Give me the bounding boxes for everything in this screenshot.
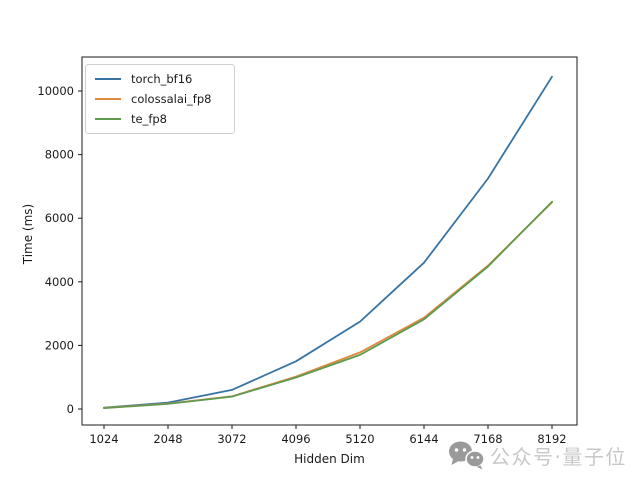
legend-swatch-colossalai-fp8 [95, 98, 121, 100]
series-line-te_fp8 [103, 200, 553, 410]
series-line-colossalai_fp8 [103, 201, 553, 409]
y-axis-title: Time (ms) [21, 203, 35, 265]
legend-item-torch-bf16: torch_bf16 [95, 69, 225, 89]
wechat-chat-bubbles-icon [449, 441, 485, 470]
y-tick-label: 0 [67, 402, 74, 416]
legend-label: colossalai_fp8 [131, 92, 212, 106]
legend-label: te_fp8 [131, 112, 167, 126]
x-tick-label: 5120 [345, 432, 374, 446]
x-tick-label: 1024 [89, 432, 118, 446]
x-tick-label: 2048 [153, 432, 182, 446]
watermark-text: 公众号·量子位 [490, 444, 627, 469]
x-tick-label: 4096 [281, 432, 310, 446]
legend-swatch-te-fp8 [95, 118, 121, 120]
x-tick-label: 7168 [473, 432, 502, 446]
y-tick-label: 10000 [37, 84, 74, 98]
x-axis-title: Hidden Dim [294, 452, 365, 466]
x-tick-label: 6144 [409, 432, 438, 446]
y-tick-label: 2000 [45, 338, 74, 352]
legend-label: torch_bf16 [131, 72, 193, 86]
x-tick-label: 8192 [537, 432, 566, 446]
axes-frame [81, 56, 578, 426]
y-tick-label: 6000 [45, 211, 74, 225]
legend-item-colossalai-fp8: colossalai_fp8 [95, 89, 225, 109]
legend-item-te-fp8: te_fp8 [95, 109, 225, 129]
y-tick-label: 8000 [45, 148, 74, 162]
x-tick-label: 3072 [217, 432, 246, 446]
legend-swatch-torch-bf16 [95, 78, 121, 80]
series-line-torch_bf16 [103, 75, 553, 409]
y-tick-label: 4000 [45, 275, 74, 289]
watermark: 公众号·量子位 [447, 440, 627, 470]
legend: torch_bf16 colossalai_fp8 te_fp8 [85, 64, 235, 134]
